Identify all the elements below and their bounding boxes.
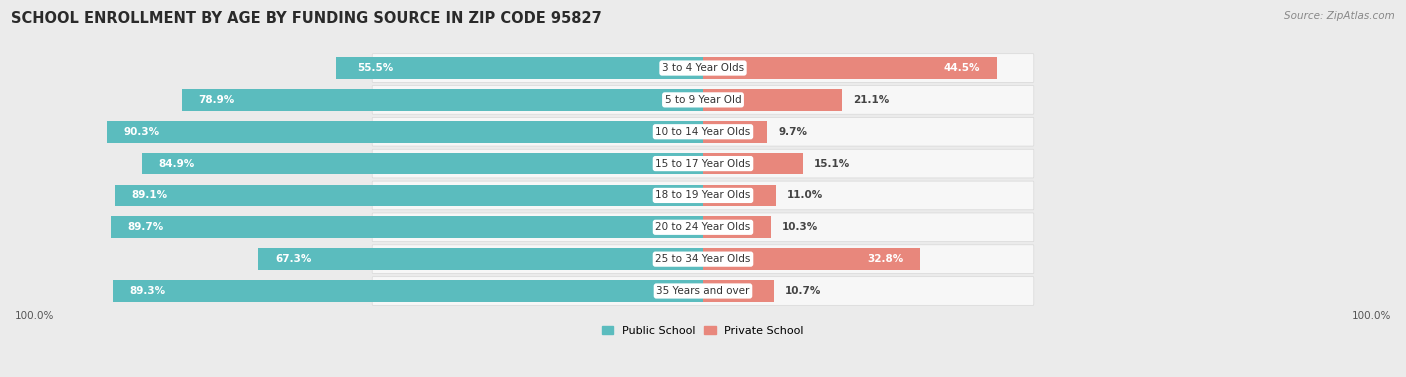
Text: 9.7%: 9.7%	[778, 127, 807, 137]
Bar	[111, 216, 703, 238]
Bar	[703, 89, 842, 111]
Text: 18 to 19 Year Olds: 18 to 19 Year Olds	[655, 190, 751, 201]
Bar	[259, 248, 703, 270]
Text: 3 to 4 Year Olds: 3 to 4 Year Olds	[662, 63, 744, 73]
Text: 10.3%: 10.3%	[782, 222, 818, 232]
Text: 25 to 34 Year Olds: 25 to 34 Year Olds	[655, 254, 751, 264]
Text: 20 to 24 Year Olds: 20 to 24 Year Olds	[655, 222, 751, 232]
Bar	[703, 153, 803, 175]
Text: 35 Years and over: 35 Years and over	[657, 286, 749, 296]
FancyBboxPatch shape	[373, 117, 1033, 146]
Bar	[703, 57, 997, 79]
Text: 89.1%: 89.1%	[131, 190, 167, 201]
Bar	[703, 280, 773, 302]
Bar	[703, 185, 776, 206]
Text: 100.0%: 100.0%	[15, 311, 55, 321]
Bar	[703, 121, 768, 143]
FancyBboxPatch shape	[373, 213, 1033, 242]
Text: 44.5%: 44.5%	[943, 63, 980, 73]
Bar	[336, 57, 703, 79]
Text: 10 to 14 Year Olds: 10 to 14 Year Olds	[655, 127, 751, 137]
Text: 55.5%: 55.5%	[357, 63, 394, 73]
Bar	[142, 153, 703, 175]
Bar	[703, 216, 770, 238]
Bar	[703, 248, 920, 270]
Text: 100.0%: 100.0%	[1351, 311, 1391, 321]
Bar	[181, 89, 703, 111]
Bar	[107, 121, 703, 143]
Text: 15 to 17 Year Olds: 15 to 17 Year Olds	[655, 159, 751, 169]
Text: 67.3%: 67.3%	[276, 254, 311, 264]
FancyBboxPatch shape	[373, 181, 1033, 210]
FancyBboxPatch shape	[373, 149, 1033, 178]
Text: 89.7%: 89.7%	[127, 222, 163, 232]
FancyBboxPatch shape	[373, 277, 1033, 305]
Text: 89.3%: 89.3%	[129, 286, 166, 296]
Text: 32.8%: 32.8%	[868, 254, 903, 264]
FancyBboxPatch shape	[373, 86, 1033, 114]
Text: 15.1%: 15.1%	[814, 159, 851, 169]
Text: 5 to 9 Year Old: 5 to 9 Year Old	[665, 95, 741, 105]
Legend: Public School, Private School: Public School, Private School	[602, 326, 804, 336]
Text: 11.0%: 11.0%	[787, 190, 823, 201]
Text: Source: ZipAtlas.com: Source: ZipAtlas.com	[1284, 11, 1395, 21]
Text: 78.9%: 78.9%	[198, 95, 235, 105]
Bar	[114, 280, 703, 302]
Bar	[114, 185, 703, 206]
Text: 21.1%: 21.1%	[853, 95, 890, 105]
Text: 84.9%: 84.9%	[159, 159, 195, 169]
Text: 90.3%: 90.3%	[124, 127, 159, 137]
Text: SCHOOL ENROLLMENT BY AGE BY FUNDING SOURCE IN ZIP CODE 95827: SCHOOL ENROLLMENT BY AGE BY FUNDING SOUR…	[11, 11, 602, 26]
FancyBboxPatch shape	[373, 54, 1033, 82]
FancyBboxPatch shape	[373, 245, 1033, 273]
Text: 10.7%: 10.7%	[785, 286, 821, 296]
